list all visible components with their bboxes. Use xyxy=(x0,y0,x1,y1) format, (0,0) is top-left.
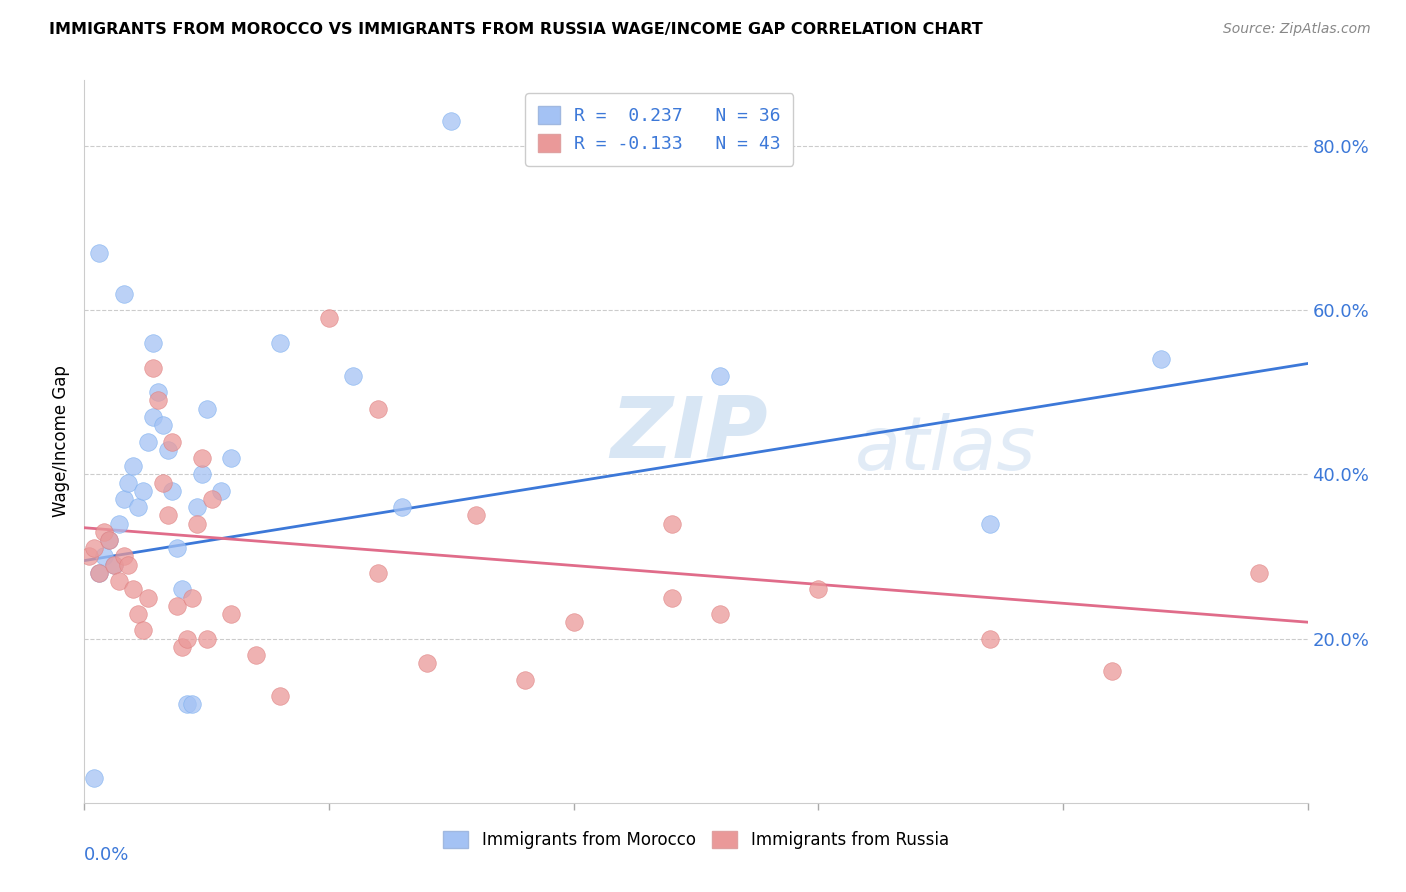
Point xyxy=(107,516,129,531)
Point xyxy=(318,311,340,326)
Point xyxy=(77,549,100,564)
Point xyxy=(156,442,179,457)
Point xyxy=(166,541,188,556)
Point xyxy=(112,491,135,506)
Point xyxy=(127,607,149,621)
Point xyxy=(440,114,463,128)
Point xyxy=(269,336,291,351)
Point xyxy=(195,401,218,416)
Point xyxy=(87,566,110,580)
Point xyxy=(391,500,413,515)
Point xyxy=(93,549,115,564)
Point xyxy=(146,385,169,400)
Point xyxy=(146,393,169,408)
Point xyxy=(709,368,731,383)
Point xyxy=(209,483,232,498)
Point xyxy=(1247,566,1270,580)
Point xyxy=(1150,352,1173,367)
Point xyxy=(132,483,155,498)
Text: Source: ZipAtlas.com: Source: ZipAtlas.com xyxy=(1223,22,1371,37)
Point xyxy=(661,516,683,531)
Point xyxy=(186,516,208,531)
Point xyxy=(136,434,159,449)
Point xyxy=(142,360,165,375)
Point xyxy=(152,475,174,490)
Point xyxy=(807,582,830,597)
Point xyxy=(979,516,1001,531)
Point xyxy=(103,558,125,572)
Legend: Immigrants from Morocco, Immigrants from Russia: Immigrants from Morocco, Immigrants from… xyxy=(437,824,955,856)
Point xyxy=(122,459,145,474)
Point xyxy=(172,582,194,597)
Point xyxy=(142,409,165,424)
Point xyxy=(93,524,115,539)
Point xyxy=(367,401,389,416)
Text: IMMIGRANTS FROM MOROCCO VS IMMIGRANTS FROM RUSSIA WAGE/INCOME GAP CORRELATION CH: IMMIGRANTS FROM MOROCCO VS IMMIGRANTS FR… xyxy=(49,22,983,37)
Point xyxy=(464,508,486,523)
Point xyxy=(152,418,174,433)
Point xyxy=(1101,665,1123,679)
Point xyxy=(132,624,155,638)
Point xyxy=(661,591,683,605)
Text: ZIP: ZIP xyxy=(610,392,768,475)
Point xyxy=(162,483,184,498)
Y-axis label: Wage/Income Gap: Wage/Income Gap xyxy=(52,366,70,517)
Point xyxy=(979,632,1001,646)
Point xyxy=(107,574,129,588)
Point xyxy=(83,771,105,785)
Point xyxy=(219,607,242,621)
Point xyxy=(709,607,731,621)
Point xyxy=(87,566,110,580)
Point xyxy=(342,368,364,383)
Point xyxy=(122,582,145,597)
Point xyxy=(191,467,214,482)
Point xyxy=(181,591,204,605)
Point xyxy=(127,500,149,515)
Point xyxy=(562,615,585,630)
Text: atlas: atlas xyxy=(855,413,1036,484)
Point xyxy=(191,450,214,465)
Point xyxy=(162,434,184,449)
Point xyxy=(186,500,208,515)
Point xyxy=(367,566,389,580)
Point xyxy=(176,632,198,646)
Point xyxy=(172,640,194,654)
Point xyxy=(181,698,204,712)
Point xyxy=(87,245,110,260)
Point xyxy=(117,558,139,572)
Point xyxy=(112,286,135,301)
Point xyxy=(416,657,439,671)
Text: 0.0%: 0.0% xyxy=(84,847,129,864)
Point xyxy=(136,591,159,605)
Point xyxy=(513,673,536,687)
Point xyxy=(97,533,120,547)
Point xyxy=(97,533,120,547)
Point xyxy=(117,475,139,490)
Point xyxy=(142,336,165,351)
Point xyxy=(176,698,198,712)
Point xyxy=(195,632,218,646)
Point xyxy=(103,558,125,572)
Point xyxy=(200,491,222,506)
Point xyxy=(112,549,135,564)
Point xyxy=(219,450,242,465)
Point xyxy=(245,648,267,662)
Point xyxy=(83,541,105,556)
Point xyxy=(269,689,291,703)
Point xyxy=(156,508,179,523)
Point xyxy=(166,599,188,613)
